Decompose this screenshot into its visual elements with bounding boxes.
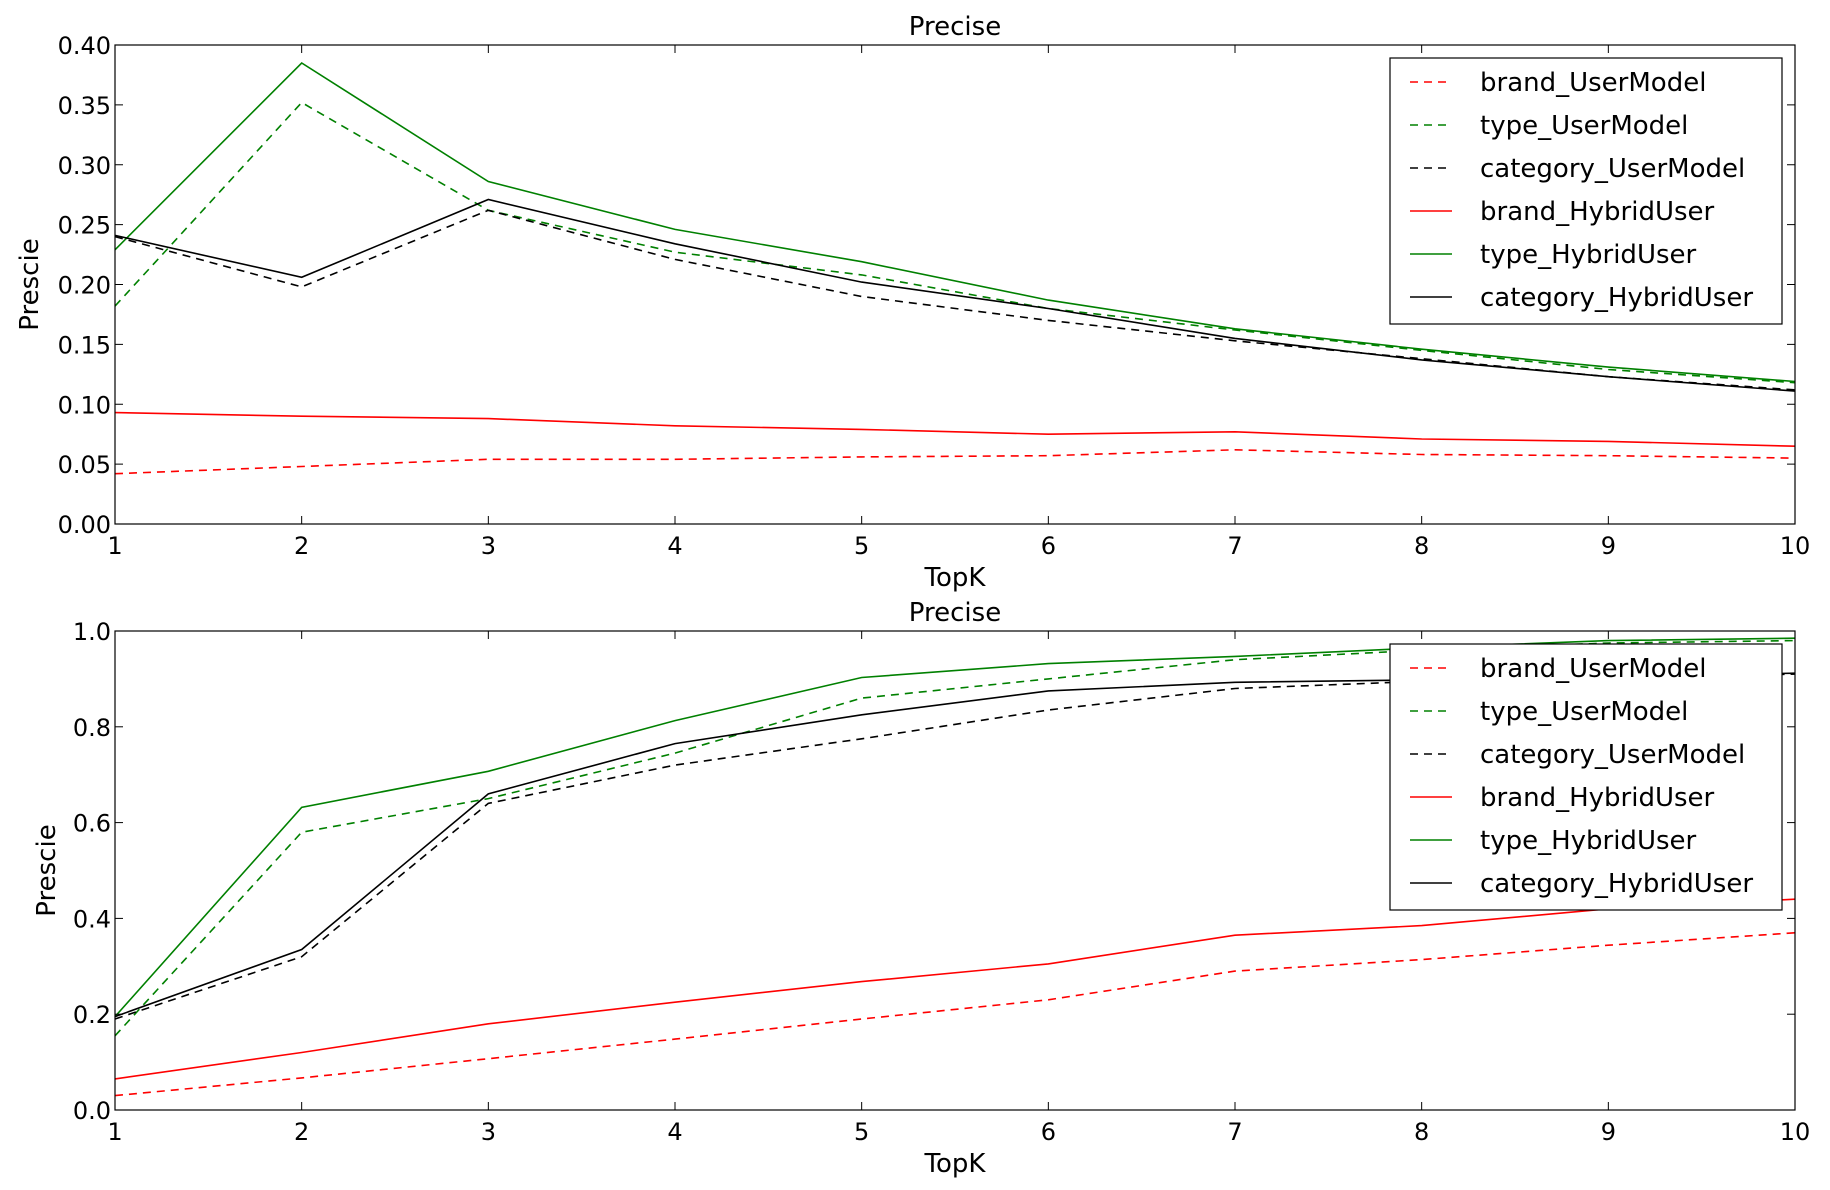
legend-entry-brand_HybridUser: brand_HybridUser xyxy=(1480,197,1715,227)
chart-title: Precise xyxy=(909,12,1001,42)
y-tick-label: 1.0 xyxy=(73,618,111,646)
legend-entry-type_HybridUser: type_HybridUser xyxy=(1480,826,1697,856)
x-tick-label: 1 xyxy=(107,1118,122,1146)
legend-entry-brand_UserModel: brand_UserModel xyxy=(1480,654,1706,684)
y-tick-label: 0.15 xyxy=(58,331,111,359)
x-tick-label: 3 xyxy=(481,1118,496,1146)
series-line-type_UserModel xyxy=(114,639,1796,1037)
y-tick-label: 0.35 xyxy=(58,92,111,120)
y-tick-label: 0.8 xyxy=(73,714,111,742)
legend-entry-brand_HybridUser: brand_HybridUser xyxy=(1480,783,1715,813)
legend: brand_UserModel type_UserModel category_Us… xyxy=(1389,643,1783,911)
series-line-brand_UserModel xyxy=(114,448,1796,475)
x-tick-label: 7 xyxy=(1227,1118,1242,1146)
x-tick-label: 2 xyxy=(294,1118,309,1146)
y-axis-label: Prescie xyxy=(15,238,45,330)
subplot-1: 0.00 0.05 0.10 0.15 0.20 0.25 0.30 0.35 0.40 1 2 3 4… xyxy=(15,12,1810,593)
y-axis-label: Prescie xyxy=(32,824,62,916)
series-line-brand_UserModel xyxy=(114,932,1796,1097)
x-axis-label: TopK xyxy=(924,563,987,593)
series-line-brand_HybridUser xyxy=(114,898,1796,1080)
x-tick-label: 8 xyxy=(1414,532,1429,560)
x-tick-label: 8 xyxy=(1414,1118,1429,1146)
y-tick-label: 0.10 xyxy=(58,391,111,419)
y-tick-label: 0.4 xyxy=(73,905,111,933)
series-line-category_HybridUser xyxy=(114,198,1796,392)
y-tick-label: 0.05 xyxy=(58,451,111,479)
x-tick-label: 4 xyxy=(667,1118,682,1146)
x-tick-label: 2 xyxy=(294,532,309,560)
x-tick-label: 9 xyxy=(1601,1118,1616,1146)
legend-entry-category_UserModel: category_UserModel xyxy=(1480,740,1745,770)
x-tick-label: 4 xyxy=(667,532,682,560)
series-line-type_HybridUser xyxy=(114,61,1796,383)
legend-entry-category_HybridUser: category_HybridUser xyxy=(1480,283,1753,313)
x-tick-label: 3 xyxy=(481,532,496,560)
x-tick-label: 5 xyxy=(854,1118,869,1146)
legend-entry-category_UserModel: category_UserModel xyxy=(1480,154,1745,184)
subplot-2: 0.0 0.2 0.4 0.6 0.8 1.0 1 2 3 4 5 6 7 8 9 10 Precise TopK… xyxy=(32,598,1810,1179)
legend-entry-category_HybridUser: category_HybridUser xyxy=(1480,869,1753,899)
y-tick-label: 0.6 xyxy=(73,810,111,838)
x-tick-label: 6 xyxy=(1041,1118,1056,1146)
x-tick-label: 10 xyxy=(1780,532,1811,560)
x-tick-label: 6 xyxy=(1041,532,1056,560)
legend-entry-type_UserModel: type_UserModel xyxy=(1480,697,1688,727)
legend: brand_UserModel type_UserModel category_Us… xyxy=(1389,57,1783,325)
legend-box xyxy=(1389,57,1783,325)
series-line-brand_HybridUser xyxy=(114,411,1796,447)
x-tick-label: 10 xyxy=(1780,1118,1811,1146)
series-line-type_UserModel xyxy=(114,101,1796,384)
x-tick-label: 1 xyxy=(107,532,122,560)
x-tick-label: 5 xyxy=(854,532,869,560)
y-tick-label: 0.25 xyxy=(58,212,111,240)
y-tick-label: 0.30 xyxy=(58,152,111,180)
legend-box xyxy=(1389,643,1783,911)
y-tick-label: 0.2 xyxy=(73,1001,111,1029)
y-tick-label: 0.20 xyxy=(58,272,111,300)
plot-frame xyxy=(114,630,1796,1111)
y-tick-label: 0.00 xyxy=(58,511,111,539)
x-axis-label: TopK xyxy=(924,1149,987,1179)
chart-title: Precise xyxy=(909,598,1001,628)
legend-entry-brand_UserModel: brand_UserModel xyxy=(1480,68,1706,98)
x-tick-label: 7 xyxy=(1227,532,1242,560)
y-tick-label: 0.40 xyxy=(58,32,111,60)
legend-entry-type_HybridUser: type_HybridUser xyxy=(1480,240,1697,270)
legend-entry-type_UserModel: type_UserModel xyxy=(1480,111,1688,141)
y-tick-label: 0.0 xyxy=(73,1097,111,1125)
x-tick-label: 9 xyxy=(1601,532,1616,560)
